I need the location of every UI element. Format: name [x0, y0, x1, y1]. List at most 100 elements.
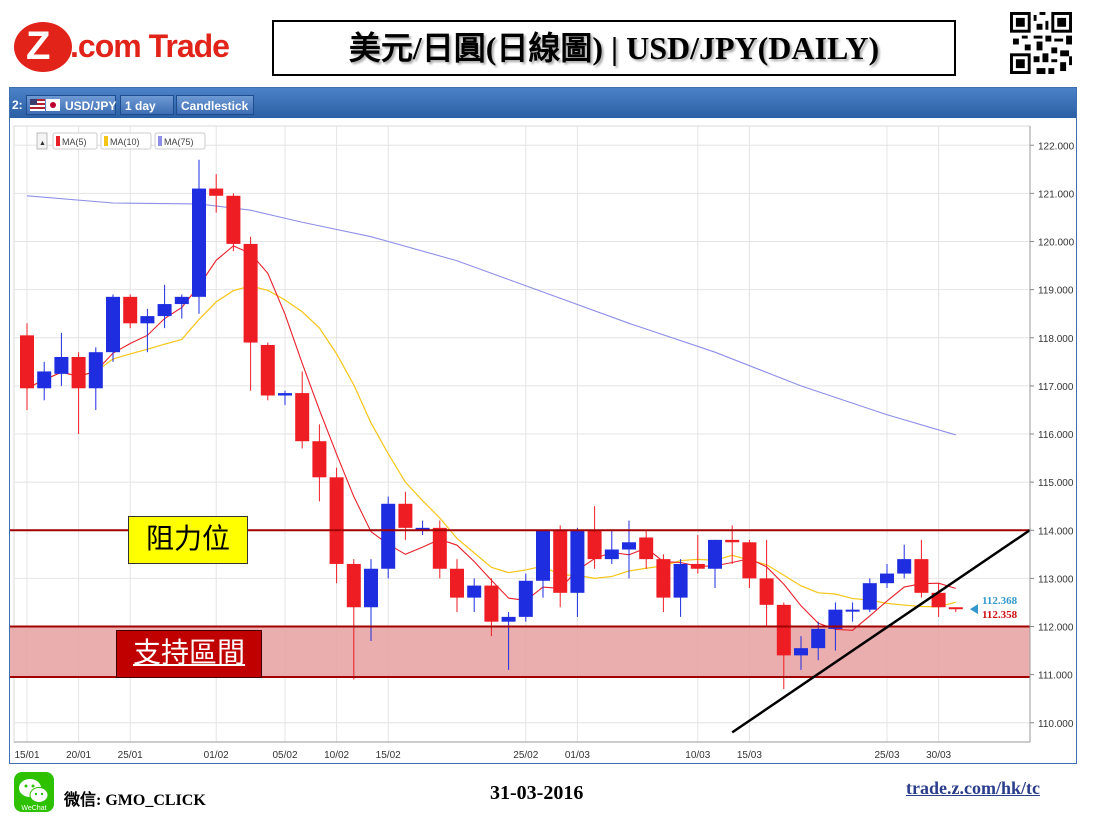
candle-body [725, 539, 740, 543]
candle-body [20, 335, 34, 389]
qr-code-icon [1010, 12, 1072, 74]
candle-body [587, 530, 602, 560]
candle-body [54, 357, 69, 374]
legend-item [100, 132, 152, 150]
y-axis: 110.000 111.000 112.000 113.000 114.000 115.0… [1029, 126, 1075, 742]
candle-body [381, 503, 396, 569]
price-tag-blue: 112.368 [982, 595, 1018, 607]
candle-body [243, 243, 258, 343]
candle-body [862, 583, 877, 610]
x-tick-label: 15/01 [14, 750, 39, 761]
candle-body [450, 568, 464, 598]
website-link[interactable]: trade.z.com/hk/tc [906, 778, 1040, 798]
trendline [731, 529, 1031, 734]
y-tick-label: 113.000 [1038, 574, 1074, 585]
legend-collapse-button [36, 132, 48, 150]
candle-body [708, 539, 722, 569]
candle-body [140, 316, 155, 324]
candle-body [518, 580, 533, 617]
candle-body [759, 578, 774, 605]
candle-body [553, 530, 568, 593]
candle-body [897, 559, 912, 574]
y-tick-label: 122.000 [1038, 141, 1075, 152]
candle-body [329, 477, 344, 564]
report-date: 31-03-2016 [490, 782, 584, 804]
y-tick-label: 119.000 [1038, 286, 1074, 297]
candle-body [501, 616, 516, 622]
candle-body [432, 527, 447, 569]
candle-body [467, 585, 482, 598]
candle-body [914, 559, 929, 593]
logo-z-mark: Z [14, 22, 72, 72]
x-tick-label: 05/02 [272, 750, 297, 761]
ma10-line [26, 285, 956, 608]
legend-collapse-icon: ▲ [39, 140, 46, 147]
legend: ▲ MA(5) MA(10) MA(75) [36, 132, 206, 150]
y-tick-label: 115.000 [1038, 478, 1074, 489]
candle-body [192, 188, 206, 297]
candle-body [931, 592, 946, 608]
x-tick-label: 01/03 [565, 750, 590, 761]
candle-body [811, 628, 826, 649]
legend-swatch [56, 136, 60, 146]
flag-icon [30, 99, 60, 111]
candle-body [364, 568, 378, 608]
x-axis: 15/01 20/01 25/01 01/02 05/02 10/02 15/02 25/02… [14, 741, 1030, 761]
y-tick-label: 118.000 [1038, 334, 1074, 345]
legend-item [154, 132, 206, 150]
legend-item-label: MA(5) [62, 137, 87, 147]
candle-body [742, 542, 757, 579]
x-tick-label: 30/03 [926, 750, 951, 761]
candle-body [415, 527, 430, 530]
candle-body [123, 296, 138, 324]
price-tags: 112.368 112.358 [970, 595, 1018, 621]
candle-body [536, 530, 550, 581]
x-tick-label: 20/01 [66, 750, 91, 761]
candle-body [794, 648, 808, 656]
candle-body [604, 549, 619, 560]
x-tick-label: 10/02 [324, 750, 349, 761]
x-tick-label: 25/02 [513, 750, 538, 761]
candle-body [157, 304, 172, 317]
candle-body [776, 604, 791, 656]
y-tick-label: 120.000 [1038, 238, 1075, 249]
y-tick-label: 121.000 [1038, 189, 1075, 200]
uptrend-line [731, 529, 1031, 734]
chart-style-tab[interactable]: Candlestick [176, 95, 254, 115]
candle-body [209, 188, 224, 196]
candle-body [639, 537, 654, 560]
candle-body [37, 371, 52, 389]
candle-body [828, 609, 843, 629]
page-title: 美元/日圓(日線圖) | USD/JPY(DAILY) [272, 20, 956, 76]
legend-item-label: MA(75) [164, 137, 194, 147]
candle-body [226, 195, 241, 244]
symbol-tab[interactable]: USD/JPY [26, 95, 116, 115]
page-title-text: 美元/日圓(日線圖) | USD/JPY(DAILY) [348, 30, 880, 66]
wechat-icon: WeChat [14, 772, 54, 812]
wechat-id: 微信: GMO_CLICK [64, 792, 206, 809]
candle-body [948, 607, 963, 610]
candle-body [346, 563, 361, 608]
candle-body [673, 563, 688, 598]
candle-body [570, 530, 585, 593]
candle-body [656, 559, 671, 598]
x-tick-label: 25/03 [874, 750, 899, 761]
zcom-trade-logo: Z .com Trade [14, 22, 244, 74]
interval-tab[interactable]: 1 day [120, 95, 174, 115]
candle-body [398, 503, 413, 528]
candle-body [312, 441, 327, 478]
legend-item-label: MA(10) [110, 137, 140, 147]
candle-body [71, 357, 86, 389]
y-tick-label: 116.000 [1038, 430, 1074, 441]
candle-body [278, 393, 292, 396]
y-tick-label: 111.000 [1038, 671, 1073, 682]
y-tick-label: 112.000 [1038, 623, 1074, 634]
y-tick-label: 117.000 [1038, 382, 1074, 393]
candle-body [690, 563, 705, 569]
y-tick-label: 114.000 [1038, 526, 1074, 537]
legend-item [52, 132, 98, 150]
candle-body [260, 344, 275, 396]
x-tick-label: 10/03 [685, 750, 710, 761]
candle-body [845, 609, 860, 612]
legend-swatch [104, 136, 108, 146]
